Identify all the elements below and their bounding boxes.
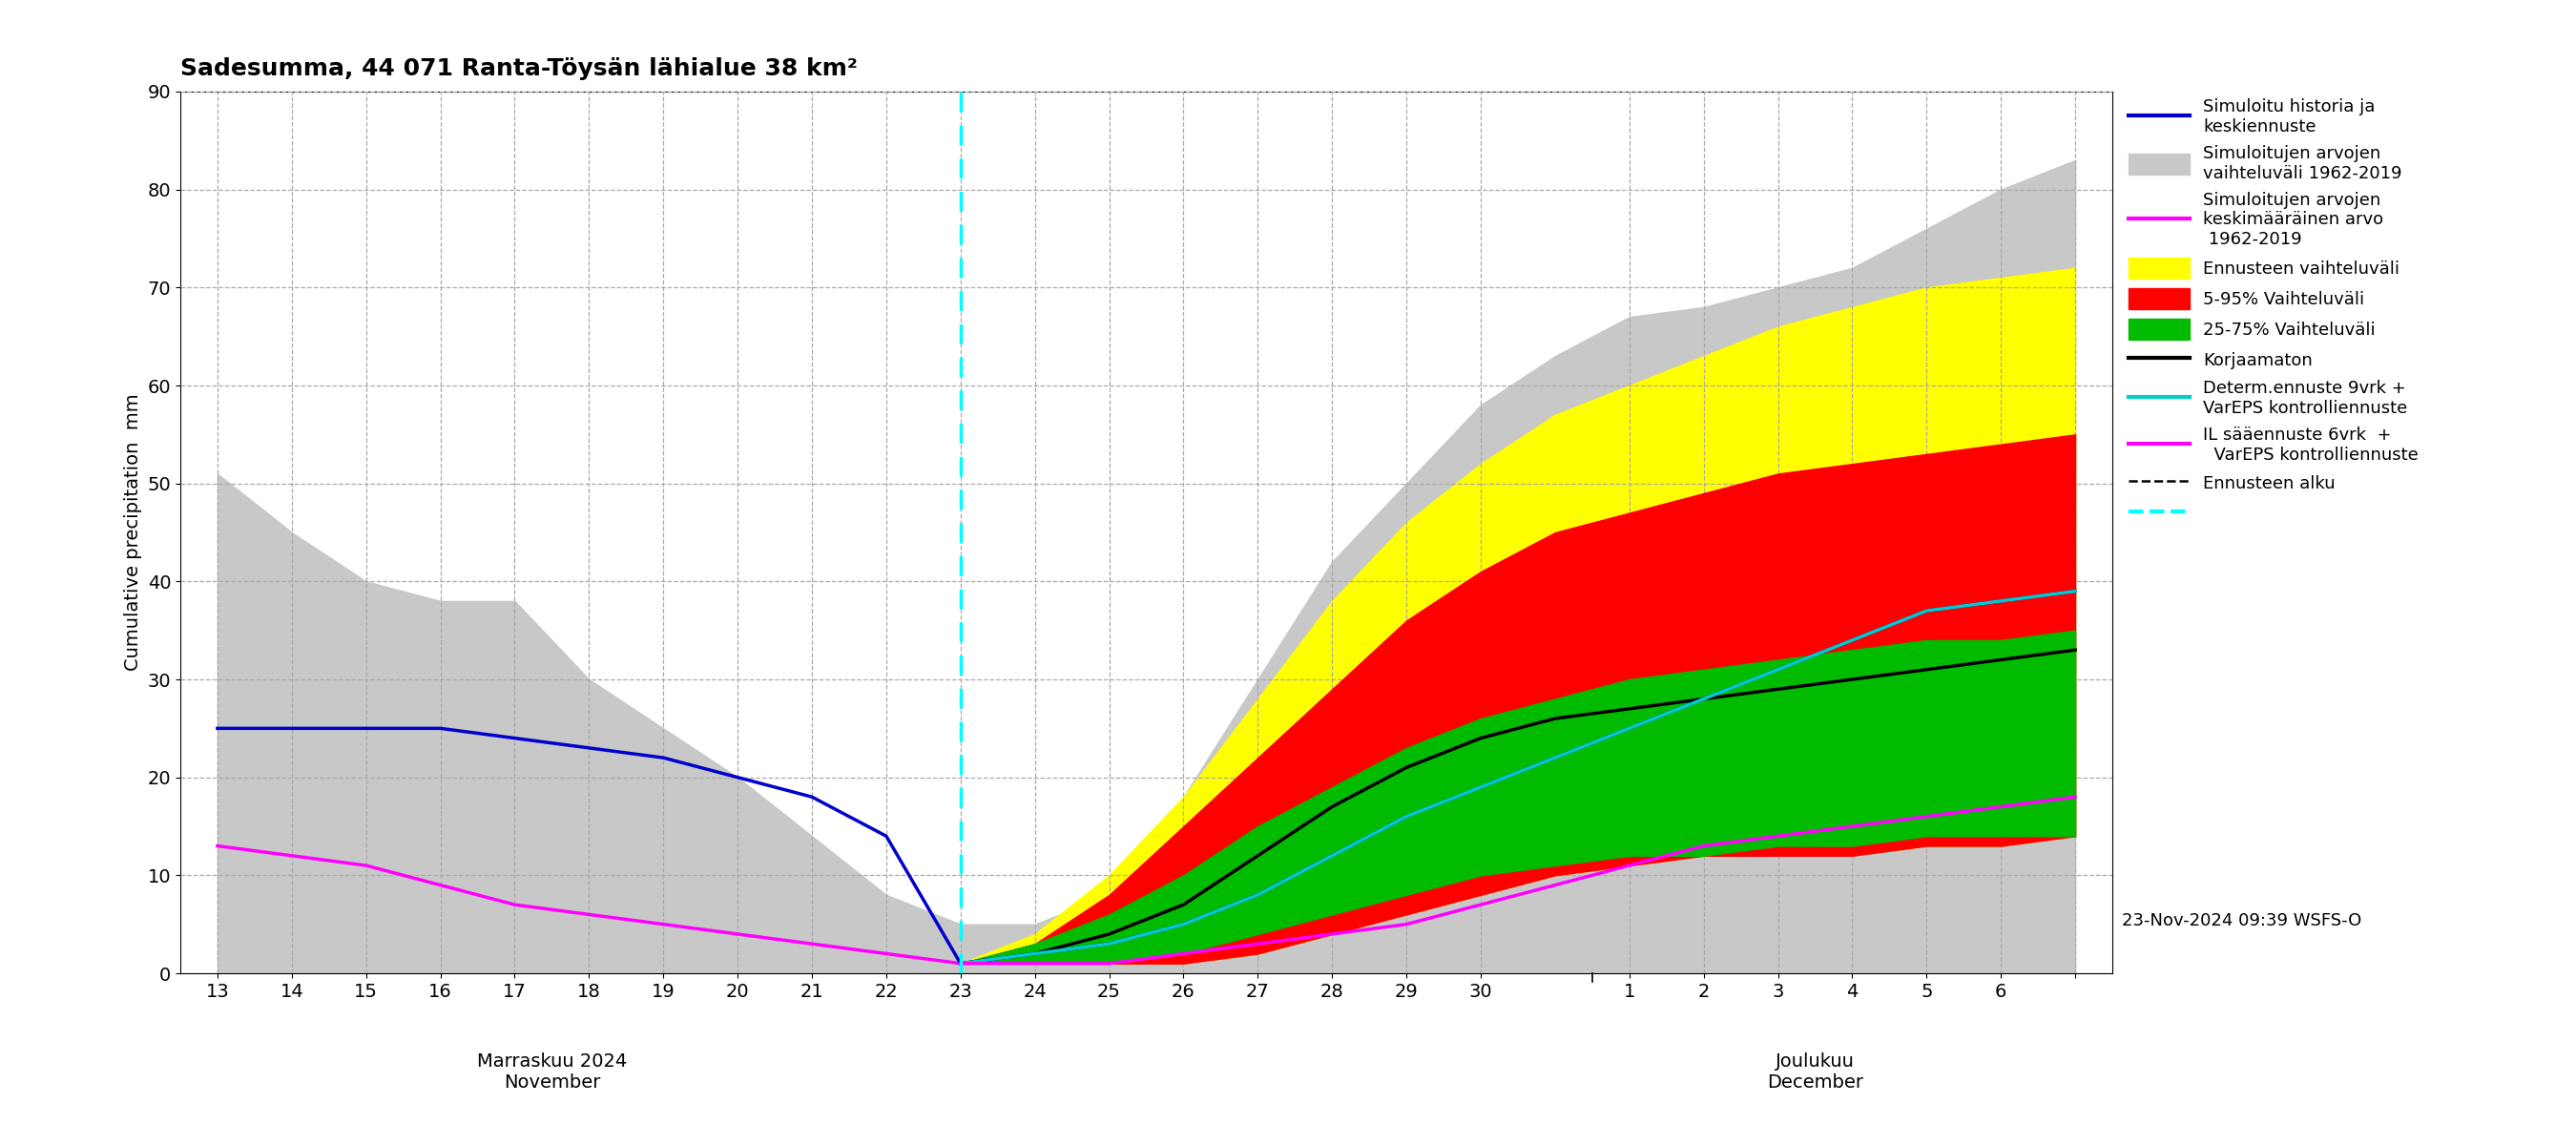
Text: Sadesumma, 44 071 Ranta-Töysän lähialue 38 km²: Sadesumma, 44 071 Ranta-Töysän lähialue … <box>180 57 858 80</box>
Text: Joulukuu
December: Joulukuu December <box>1767 1052 1862 1091</box>
Y-axis label: Cumulative precipitation  mm: Cumulative precipitation mm <box>124 394 142 671</box>
Legend: Simuloitu historia ja
keskiennuste, Simuloitujen arvojen
vaihteluväli 1962-2019,: Simuloitu historia ja keskiennuste, Simu… <box>2123 92 2424 531</box>
Text: Marraskuu 2024
November: Marraskuu 2024 November <box>477 1052 626 1091</box>
Text: 23-Nov-2024 09:39 WSFS-O: 23-Nov-2024 09:39 WSFS-O <box>2123 911 2362 929</box>
